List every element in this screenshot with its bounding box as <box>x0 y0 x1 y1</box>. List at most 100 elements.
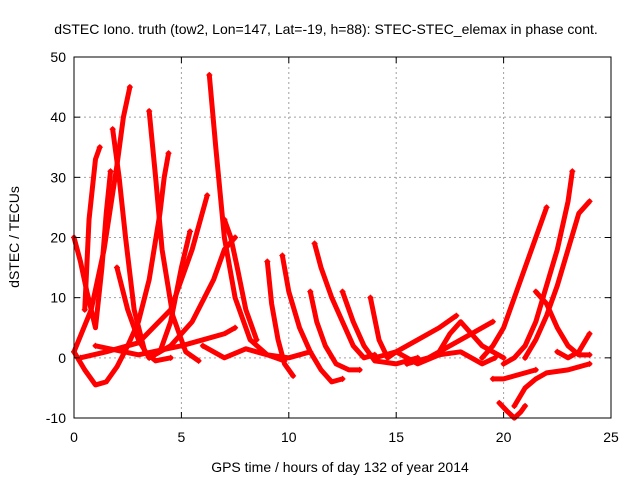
series-point <box>290 372 297 379</box>
series-point <box>339 288 346 295</box>
series-point <box>511 402 518 409</box>
y-tick-label: 40 <box>50 109 66 125</box>
y-tick-label: 50 <box>50 49 66 65</box>
series-line <box>312 241 378 361</box>
series-point <box>113 264 120 271</box>
x-axis-label: GPS time / hours of day 132 of year 2014 <box>211 459 469 475</box>
y-tick-label: 10 <box>50 290 66 306</box>
series-point <box>532 366 539 373</box>
series-line <box>92 325 238 358</box>
series-point <box>92 342 99 349</box>
series-point <box>403 360 410 367</box>
x-tick-label: 15 <box>388 429 404 445</box>
series-point <box>522 402 529 409</box>
series-line <box>307 289 363 373</box>
series-line <box>404 319 496 367</box>
series-point <box>195 357 202 364</box>
y-tick-label: 0 <box>58 350 66 366</box>
x-tick-label: 5 <box>178 429 186 445</box>
series-16 <box>307 288 363 373</box>
series-point <box>126 84 133 91</box>
series-line <box>522 198 593 361</box>
series-point <box>500 360 507 367</box>
series-point <box>264 258 271 265</box>
series-line <box>436 319 507 361</box>
series-point <box>307 288 314 295</box>
series-line <box>146 235 238 361</box>
series-point <box>165 150 172 157</box>
series-layer <box>71 72 593 421</box>
y-tick-label: -10 <box>46 410 66 426</box>
series-14 <box>279 252 346 385</box>
series-point <box>311 240 318 247</box>
series-point <box>279 252 286 259</box>
chart-title: dSTEC Iono. truth (tow2, Lon=147, Lat=-1… <box>54 21 598 37</box>
series-point <box>586 198 593 205</box>
series-point <box>339 375 346 382</box>
series-line <box>340 289 421 367</box>
series-line <box>554 331 593 361</box>
series-point <box>371 354 378 361</box>
series-point <box>146 108 153 115</box>
series-point <box>367 294 374 301</box>
series-point <box>489 318 496 325</box>
series-point <box>221 216 228 223</box>
series-4 <box>109 126 174 364</box>
series-line <box>479 204 550 361</box>
series-point <box>436 348 443 355</box>
series-22 <box>479 204 550 361</box>
series-line <box>71 168 114 331</box>
series-point <box>586 330 593 337</box>
series-28 <box>522 198 593 361</box>
series-point <box>146 354 153 361</box>
series-line <box>221 216 260 343</box>
series-point <box>167 354 174 361</box>
series-point <box>479 354 486 361</box>
x-tick-label: 0 <box>70 429 78 445</box>
series-line <box>110 126 174 364</box>
series-29 <box>554 330 593 361</box>
series-point <box>199 342 206 349</box>
series-10 <box>146 234 239 361</box>
series-point <box>532 288 539 295</box>
series-20 <box>403 318 496 367</box>
series-point <box>356 366 363 373</box>
series-line <box>264 259 296 379</box>
series-point <box>253 336 260 343</box>
series-point <box>500 354 507 361</box>
series-13 <box>264 258 297 379</box>
series-line <box>372 349 498 367</box>
series-line <box>511 361 593 409</box>
series-23 <box>500 168 576 367</box>
y-tick-label: 20 <box>50 230 66 246</box>
series-line <box>533 289 593 358</box>
series-24 <box>496 399 529 421</box>
series-1 <box>81 144 103 313</box>
series-11 <box>221 216 260 343</box>
series-line <box>146 108 202 364</box>
series-point <box>186 228 193 235</box>
series-line <box>279 253 345 385</box>
series-point <box>496 399 503 406</box>
series-line <box>82 144 103 313</box>
series-line <box>71 84 133 355</box>
series-21 <box>436 319 507 361</box>
series-point <box>522 354 529 361</box>
series-point <box>96 144 103 151</box>
series-27 <box>532 288 593 358</box>
series-17 <box>339 288 421 367</box>
series-point <box>453 312 460 319</box>
series-5 <box>146 108 202 364</box>
x-tick-label: 25 <box>603 429 619 445</box>
y-tick-label: 30 <box>50 169 66 185</box>
series-point <box>232 324 239 331</box>
series-point <box>81 306 88 313</box>
series-point <box>543 204 550 211</box>
series-point <box>554 348 561 355</box>
series-line <box>490 367 539 382</box>
series-line <box>501 168 575 367</box>
y-axis-label: dSTEC / TECUs <box>6 186 22 288</box>
series-point <box>569 168 576 175</box>
